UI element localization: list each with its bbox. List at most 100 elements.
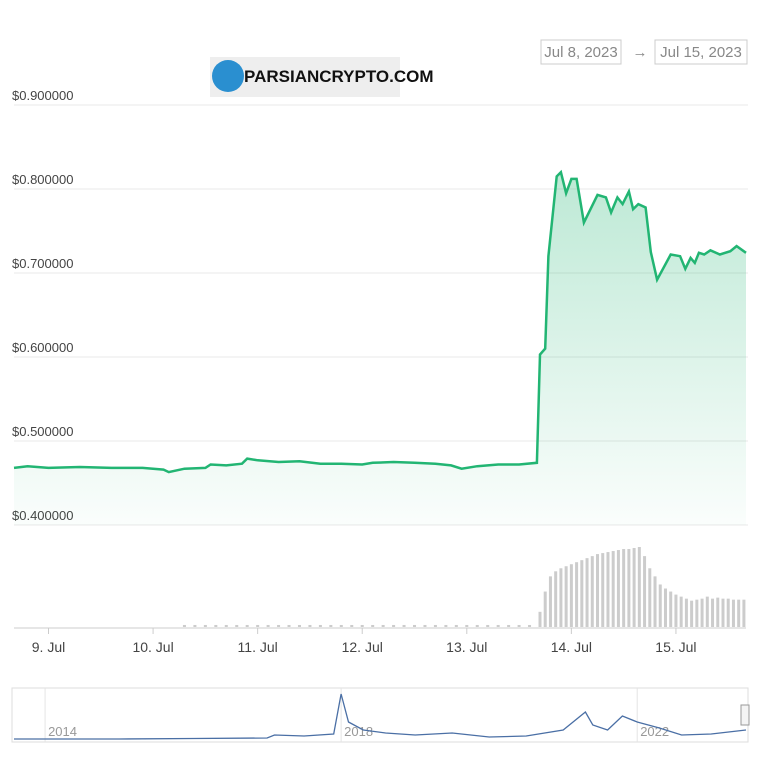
volume-bar [596,554,600,627]
y-tick-label: $0.900000 [12,88,73,103]
volume-bar [308,624,312,627]
volume-bar [637,547,641,627]
x-tick-label: 13. Jul [446,639,487,655]
volume-bar [580,560,584,627]
volume-bar [690,600,694,627]
date-arrow: → [633,44,648,61]
volume-bar [360,624,364,627]
volume-bar [392,624,396,627]
volume-bar [224,624,228,627]
date-from[interactable]: Jul 8, 2023 [544,44,617,61]
volume-bar [590,556,594,627]
x-tick-label: 11. Jul [238,639,278,655]
volume-bar [381,624,385,627]
volume-bar [318,624,322,627]
volume-bar [569,564,573,627]
volume-bar [716,597,720,627]
watermark-logo [212,60,244,92]
volume-bar [648,568,652,627]
volume-bar [695,599,699,627]
volume-bar [277,624,281,627]
volume-bar [684,598,688,627]
volume-bar [507,624,511,627]
volume-bar [564,566,568,627]
volume-bar [214,624,218,627]
volume-bar [266,624,270,627]
volume-bar [721,598,725,627]
y-tick-label: $0.600000 [12,340,73,355]
volume-bar [454,624,458,627]
volume-bar [674,594,678,627]
volume-bar [705,596,709,627]
volume-bar [287,624,291,627]
volume-bar [413,624,417,627]
volume-bar [554,571,558,627]
volume-bar [297,624,301,627]
volume-bar [486,624,490,627]
volume-bar [742,599,746,627]
volume-bar [606,552,610,627]
volume-bar [528,624,532,627]
watermark: PARSIANCRYPTO.COM [244,67,434,86]
volume-bar [559,568,563,627]
volume-bar [622,549,626,627]
volume-bar [245,624,249,627]
volume-bar [585,558,589,627]
volume-bar [711,598,715,627]
volume-bar [543,591,547,627]
volume-bar [658,584,662,627]
y-tick-label: $0.500000 [12,424,73,439]
volume-bar [465,624,469,627]
volume-bar [632,548,636,627]
x-tick-label: 9. Jul [32,639,65,655]
navigator-handle[interactable] [740,704,750,726]
volume-bar [235,624,239,627]
volume-bar [256,624,260,627]
price-line [13,169,747,474]
volume-bar [402,624,406,627]
volume-bar [616,550,620,627]
date-to[interactable]: Jul 15, 2023 [660,44,742,61]
volume-bar [679,596,683,627]
volume-bar [601,553,605,627]
volume-bar [726,598,730,627]
volume-bar [433,624,437,627]
volume-bar [496,624,500,627]
volume-bar [517,624,521,627]
volume-bar [575,562,579,627]
x-tick-label: 10. Jul [132,639,173,655]
volume-bar [538,611,542,627]
volume-bar [731,599,735,627]
date-to-box[interactable] [654,39,748,65]
volume-bar [475,624,479,627]
x-tick-label: 14. Jul [551,639,592,655]
volume-bar [663,588,667,627]
navigator-label: 2014 [48,724,77,739]
y-tick-label: $0.800000 [12,172,73,187]
volume-bar [423,624,427,627]
volume-bar [548,576,552,627]
volume-bar [627,549,631,627]
volume-bar [371,624,375,627]
volume-bar [339,624,343,627]
volume-bar [182,624,186,627]
volume-bar [444,624,448,627]
volume-bar [669,591,673,627]
volume-bar [611,551,615,627]
volume-bar [653,576,657,627]
date-from-box[interactable] [540,39,622,65]
navigator-label: 2022 [640,724,669,739]
x-tick-label: 15. Jul [655,639,696,655]
volume-bar [737,599,741,627]
volume-bar [329,624,333,627]
volume-bar [203,624,207,627]
volume-bar [350,624,354,627]
navigator-label: 2018 [344,724,373,739]
y-tick-label: $0.700000 [12,256,73,271]
navigator-line [14,693,747,740]
volume-bar [193,624,197,627]
volume-bar [700,598,704,627]
price-area [14,172,746,525]
x-tick-label: 12. Jul [342,639,383,655]
